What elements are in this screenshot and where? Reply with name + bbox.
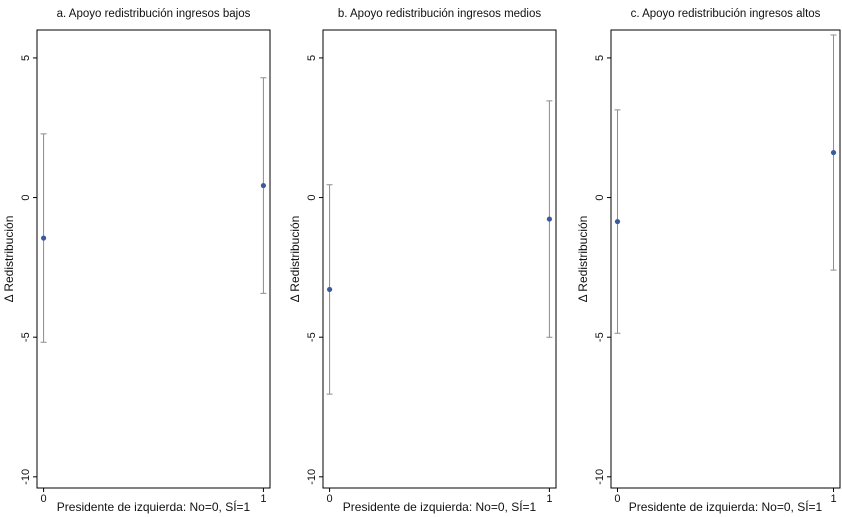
y-tick-label: -10	[594, 469, 606, 485]
x-tick-label: 0	[41, 493, 47, 505]
y-axis-label: Δ Redistribución	[576, 216, 590, 303]
x-tick-label: 1	[546, 493, 552, 505]
plot-frame	[36, 29, 271, 489]
y-tick-label: -5	[306, 332, 318, 342]
y-tick-label: 0	[594, 194, 606, 200]
x-tick-label: 1	[260, 493, 266, 505]
chart-title: b. Apoyo redistribución ingresos medios	[338, 8, 542, 20]
y-tick-label: 5	[594, 55, 606, 61]
y-tick-label: -5	[20, 332, 32, 342]
x-tick-label: 0	[327, 493, 333, 505]
point	[326, 286, 333, 293]
x-axis-label: Presidente de izquierda: No=0, SÍ=1	[629, 499, 823, 514]
point	[614, 218, 621, 225]
y-tick-label: 5	[306, 55, 318, 61]
point	[40, 235, 47, 241]
chart-title: a. Apoyo redistribución ingresos bajos	[57, 8, 251, 20]
chart-title: c. Apoyo redistribución ingresos altos	[631, 8, 821, 20]
y-axis-label: Δ Redistribución	[2, 216, 16, 303]
point	[260, 182, 267, 189]
y-axis-label: Δ Redistribución	[288, 216, 302, 303]
x-axis-label: Presidente de izquierda: No=0, SÍ=1	[343, 499, 537, 514]
y-tick-label: -10	[20, 469, 32, 485]
y-tick-label: -5	[594, 332, 606, 342]
x-tick-label: 0	[614, 493, 620, 505]
point	[546, 216, 553, 222]
x-tick-label: 1	[830, 493, 836, 505]
point	[830, 149, 837, 156]
plot-frame	[610, 29, 841, 489]
y-tick-label: 0	[20, 194, 32, 200]
y-tick-label: -10	[306, 469, 318, 485]
plot-frame	[322, 29, 557, 489]
y-tick-label: 0	[306, 194, 318, 200]
x-axis-label: Presidente de izquierda: No=0, SÍ=1	[57, 499, 251, 514]
y-tick-label: 5	[20, 55, 32, 61]
